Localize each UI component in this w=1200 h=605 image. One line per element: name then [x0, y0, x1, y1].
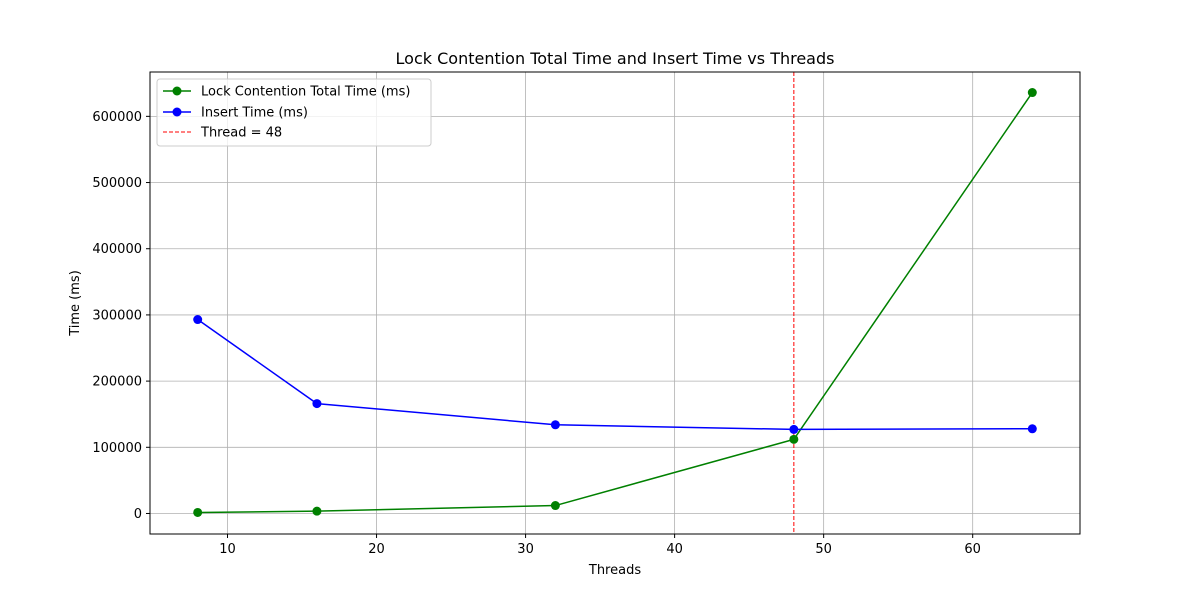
y-tick-label: 400000: [92, 242, 142, 257]
x-tick-label: 30: [517, 542, 534, 557]
legend-marker-insert-time: [172, 107, 182, 117]
x-tick-label: 10: [219, 542, 236, 557]
legend-marker-lock-contention: [172, 86, 182, 96]
y-tick-label: 600000: [92, 110, 142, 125]
data-point-insert-time: [550, 420, 560, 430]
y-axis: 0 100000 200000 300000 400000 500000 600000: [92, 110, 150, 522]
y-tick-label: 500000: [92, 176, 142, 191]
plot-area-frame: [149, 71, 1081, 535]
x-axis-label: Threads: [588, 563, 641, 578]
chart-title: Lock Contention Total Time and Insert Ti…: [396, 49, 835, 68]
x-tick-label: 40: [666, 542, 683, 557]
legend-label-thread-48: Thread = 48: [200, 126, 282, 141]
x-tick-label: 20: [368, 542, 385, 557]
y-tick-label: 200000: [92, 375, 142, 390]
x-tick-label: 50: [815, 542, 832, 557]
y-tick-label: 100000: [92, 441, 142, 456]
data-point-insert-time: [312, 399, 322, 409]
legend: Lock Contention Total Time (ms) Insert T…: [156, 78, 432, 147]
y-tick-label: 0: [134, 507, 142, 522]
y-tick-label: 300000: [92, 308, 142, 323]
legend-label-lock-contention: Lock Contention Total Time (ms): [201, 85, 410, 100]
data-point-insert-time: [789, 424, 799, 434]
data-point-lock-contention: [1027, 88, 1037, 98]
legend-box: [156, 78, 432, 147]
x-axis: 10 20 30 40 50 60: [219, 534, 981, 557]
data-point-lock-contention: [789, 434, 799, 444]
series-layer: [193, 88, 1037, 517]
data-point-lock-contention: [312, 506, 322, 516]
legend-label-insert-time: Insert Time (ms): [201, 106, 308, 121]
data-point-insert-time: [193, 315, 203, 325]
x-tick-label: 60: [964, 542, 981, 557]
data-point-lock-contention: [550, 501, 560, 511]
data-point-lock-contention: [193, 507, 203, 517]
data-point-insert-time: [1027, 424, 1037, 434]
y-axis-label: Time (ms): [68, 270, 83, 337]
